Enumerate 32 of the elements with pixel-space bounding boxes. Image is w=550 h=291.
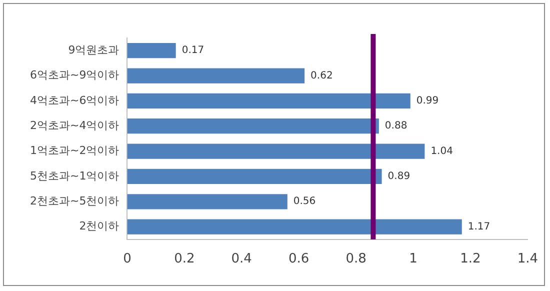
- x-tick-label: 1.4: [517, 252, 538, 267]
- bar: [127, 144, 425, 159]
- data-label: 0.88: [384, 120, 408, 132]
- bar: [127, 93, 410, 108]
- bar: [127, 118, 379, 134]
- x-tick-label: 0.6: [288, 252, 310, 267]
- data-label: 0.89: [388, 171, 410, 182]
- y-tick-label: 6억초과~9억이하: [30, 68, 120, 82]
- y-tick-label: 4억초과~6억이하: [30, 94, 120, 107]
- x-tick-label: 0.8: [346, 252, 366, 267]
- y-tick-label: 5천초과~1억이하: [30, 169, 120, 182]
- x-tick-label: 0.2: [174, 252, 195, 267]
- data-label: 1.04: [430, 146, 453, 157]
- data-label: 0.17: [182, 45, 204, 56]
- x-tick-label: 1.2: [460, 252, 481, 267]
- y-tick-label: 2천초과~5천이하: [30, 194, 120, 208]
- y-tick-label: 9억원초과: [68, 43, 120, 56]
- x-tick-label: 0.4: [231, 252, 252, 267]
- x-tick-label: 0: [123, 252, 132, 267]
- bar: [127, 168, 382, 184]
- bar: [127, 194, 288, 210]
- bar: [127, 219, 462, 234]
- data-label: 0.56: [293, 196, 316, 208]
- x-tick-label: 1: [409, 252, 418, 267]
- y-tick-label: 1억초과~2억이하: [30, 144, 120, 158]
- bar: [127, 68, 305, 84]
- data-label: 0.62: [310, 70, 333, 82]
- data-label: 1.17: [468, 221, 490, 232]
- y-tick-label: 2억초과~4억이하: [30, 118, 120, 132]
- y-tick-label: 2천이하: [79, 220, 120, 233]
- bar: [127, 43, 176, 58]
- data-label: 0.99: [416, 96, 439, 107]
